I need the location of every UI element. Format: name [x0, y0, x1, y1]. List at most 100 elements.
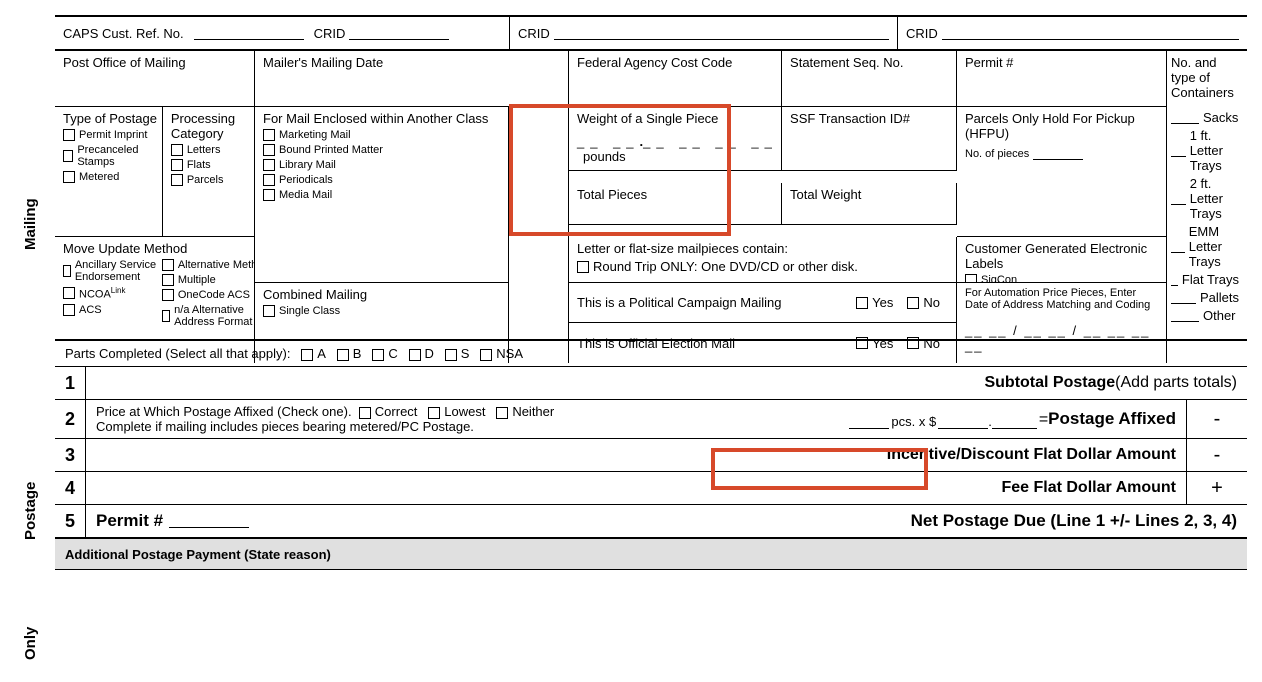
cb-ancillary[interactable] — [63, 265, 71, 277]
cb-ncoa[interactable] — [63, 287, 75, 299]
row-num-3: 3 — [55, 439, 86, 471]
cb-single-class[interactable] — [263, 305, 275, 317]
row-3-sign: - — [1186, 439, 1247, 471]
net-due-label: Net Postage Due (Line 1 +/- Lines 2, 3, … — [911, 511, 1237, 531]
political-no: No — [923, 295, 940, 310]
top-row: CAPS Cust. Ref. No. CRID CRID CRID — [55, 15, 1247, 51]
cb-lowest[interactable] — [428, 407, 440, 419]
parcels-label: Parcels — [187, 174, 224, 186]
emm-label: EMM Letter Trays — [1189, 224, 1239, 269]
cb-metered[interactable] — [63, 171, 75, 183]
only-section: Additional Postage Payment (State reason… — [55, 539, 1247, 570]
cb-part-nsa[interactable] — [480, 349, 492, 361]
no-of-pieces-blank[interactable] — [1033, 147, 1083, 160]
dollar-blank-2[interactable] — [992, 416, 1037, 429]
cb-neither[interactable] — [496, 407, 508, 419]
letter-flat-contain: Letter or flat-size mailpieces contain: — [577, 241, 948, 256]
incentive-label: Incentive/Discount Flat Dollar Amount — [887, 446, 1176, 464]
cb-political-yes[interactable] — [856, 297, 868, 309]
single-class-label: Single Class — [279, 305, 340, 317]
cb-flats[interactable] — [171, 159, 183, 171]
combined-title: Combined Mailing — [263, 287, 500, 302]
cb-alt-method[interactable] — [162, 259, 174, 271]
cb-letters[interactable] — [171, 144, 183, 156]
cb-part-d[interactable] — [409, 349, 421, 361]
weight-single-label: Weight of a Single Piece — [577, 111, 781, 126]
mailing-grid: Post Office of Mailing Mailer's Mailing … — [55, 51, 1247, 341]
cb-bpm[interactable] — [263, 144, 275, 156]
sacks-blank[interactable] — [1171, 111, 1199, 124]
proc-cat-title: Processing Category — [171, 111, 246, 141]
cust-gen-title: Customer Generated Electronic Labels — [965, 241, 1158, 271]
caps-blank[interactable] — [194, 27, 304, 40]
pallets-blank[interactable] — [1171, 291, 1196, 304]
cb-election-yes[interactable] — [856, 337, 868, 349]
cb-election-no[interactable] — [907, 337, 919, 349]
auto-price-date[interactable]: __ __ / __ __ / __ __ __ __ — [965, 323, 1158, 353]
cb-correct[interactable] — [359, 407, 371, 419]
na-alt-label: n/a Alternative Address Format — [174, 304, 255, 328]
crid-blank-3[interactable] — [942, 27, 1239, 40]
cb-library[interactable] — [263, 159, 275, 171]
cb-parcels[interactable] — [171, 174, 183, 186]
dollar-blank-1[interactable] — [938, 416, 988, 429]
postage-affixed-label: Postage Affixed — [1048, 409, 1176, 429]
cb-part-c[interactable] — [372, 349, 384, 361]
election-no: No — [923, 336, 940, 351]
cb-onecode[interactable] — [162, 289, 174, 301]
periodicals-label: Periodicals — [279, 174, 333, 186]
letters-label: Letters — [187, 144, 221, 156]
cb-periodicals[interactable] — [263, 174, 275, 186]
weight-digits[interactable]: __ __ — [577, 134, 640, 149]
pcs-blank[interactable] — [849, 416, 889, 429]
onecode-label: OneCode ACS — [178, 289, 250, 301]
library-label: Library Mail — [279, 159, 336, 171]
cb-part-s[interactable] — [445, 349, 457, 361]
row-num-5: 5 — [55, 505, 86, 537]
permit-blank[interactable] — [169, 515, 249, 528]
fee-label: Fee Flat Dollar Amount — [1001, 479, 1176, 497]
eq-sign: = — [1039, 411, 1048, 429]
cb-permit-imprint[interactable] — [63, 129, 75, 141]
total-weight-label: Total Weight — [781, 183, 956, 224]
postage-section: Parts Completed (Select all that apply):… — [55, 341, 1247, 539]
part-c: C — [388, 346, 397, 361]
crid-blank-1[interactable] — [349, 27, 449, 40]
cb-part-a[interactable] — [301, 349, 313, 361]
round-trip-label: Round Trip ONLY: One DVD/CD or other dis… — [593, 259, 858, 274]
crid-label-2: CRID — [518, 26, 550, 41]
move-update-title: Move Update Method — [63, 241, 246, 256]
emm-blank[interactable] — [1171, 240, 1185, 253]
cb-political-no[interactable] — [907, 297, 919, 309]
cb-acs[interactable] — [63, 304, 75, 316]
cb-part-b[interactable] — [337, 349, 349, 361]
cb-sigcon[interactable] — [965, 274, 977, 283]
other-blank[interactable] — [1171, 309, 1199, 322]
weight-digits2[interactable]: __ __ __ __ — [643, 134, 778, 149]
part-d: D — [425, 346, 434, 361]
row-num-4: 4 — [55, 472, 86, 504]
permit-num-label: Permit # — [96, 511, 163, 531]
row-2-sign: - — [1186, 400, 1247, 438]
ft1-label: 1 ft. Letter Trays — [1190, 128, 1239, 173]
ft2-blank[interactable] — [1171, 192, 1186, 205]
stmt-seq-label: Statement Seq. No. — [781, 51, 948, 106]
cb-na-alt[interactable] — [162, 310, 170, 322]
lowest-label: Lowest — [444, 404, 485, 419]
other-label: Other — [1203, 308, 1236, 323]
cb-precanceled[interactable] — [63, 150, 73, 162]
cb-marketing[interactable] — [263, 129, 275, 141]
alt-label: Alternative Method — [178, 259, 255, 271]
type-postage-title: Type of Postage — [63, 111, 162, 126]
marketing-label: Marketing Mail — [279, 129, 351, 141]
complete-if-label: Complete if mailing includes pieces bear… — [96, 419, 849, 434]
sigcon-label: SigCon — [981, 274, 1017, 283]
ft1-blank[interactable] — [1171, 144, 1186, 157]
cb-multiple[interactable] — [162, 274, 174, 286]
crid-blank-2[interactable] — [554, 27, 889, 40]
permit-label: Permit # — [957, 51, 1167, 107]
ncoa-label: NCOALink — [79, 286, 125, 301]
cb-media[interactable] — [263, 189, 275, 201]
flat-blank[interactable] — [1171, 273, 1178, 286]
cb-round-trip[interactable] — [577, 261, 589, 273]
